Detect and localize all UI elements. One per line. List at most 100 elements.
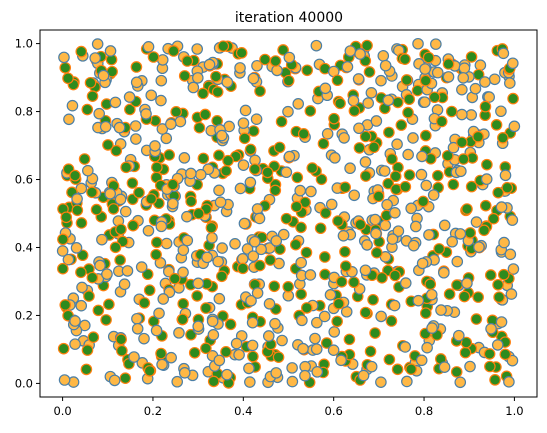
y-tick-label: 0.0 xyxy=(15,376,33,390)
scatter-point xyxy=(506,354,519,367)
scatter-point xyxy=(80,363,93,376)
scatter-point xyxy=(431,66,444,79)
scatter-point xyxy=(191,290,203,302)
scatter-point xyxy=(425,288,438,301)
scatter-point xyxy=(97,69,110,82)
scatter-point xyxy=(58,374,71,386)
scatter-point xyxy=(206,315,219,328)
scatter-point xyxy=(479,100,492,113)
scatter-point xyxy=(185,167,197,180)
scatter-point xyxy=(71,193,83,205)
scatter-point xyxy=(435,115,448,128)
scatter-point xyxy=(173,327,185,339)
scatter-point xyxy=(385,315,398,327)
scatter-point xyxy=(86,186,98,199)
scatter-point xyxy=(270,367,282,379)
scatter-point xyxy=(247,350,259,363)
scatter-point xyxy=(286,375,299,388)
scatter-point xyxy=(211,86,224,98)
scatter-point xyxy=(457,72,470,84)
scatter-point xyxy=(488,73,501,86)
scatter-point xyxy=(334,97,346,110)
scatter-point xyxy=(283,150,296,163)
scatter-point xyxy=(291,171,304,184)
scatter-point xyxy=(192,72,204,84)
scatter-point xyxy=(160,237,173,250)
scatter-point xyxy=(130,133,142,145)
scatter-point xyxy=(153,307,165,320)
scatter-point xyxy=(295,256,307,269)
scatter-point xyxy=(365,360,378,373)
scatter-point xyxy=(246,316,259,329)
scatter-point xyxy=(147,51,160,63)
scatter-point xyxy=(367,293,379,306)
scatter-point xyxy=(474,59,487,71)
scatter-point xyxy=(221,76,234,88)
scatter-point xyxy=(247,250,260,262)
scatter-point xyxy=(456,83,468,96)
scatter-point xyxy=(229,238,241,250)
scatter-point xyxy=(251,287,264,299)
scatter-point xyxy=(115,333,127,346)
scatter-point xyxy=(167,178,179,191)
scatter-point xyxy=(465,51,478,63)
scatter-point xyxy=(386,233,399,245)
scatter-point xyxy=(420,179,433,192)
scatter-point xyxy=(150,324,163,337)
scatter-point xyxy=(129,120,142,132)
x-tick-label: 0.6 xyxy=(325,404,343,418)
scatter-point xyxy=(104,45,117,57)
scatter-point xyxy=(507,57,519,70)
scatter-point xyxy=(224,318,237,331)
scatter-point xyxy=(90,203,103,216)
scatter-point xyxy=(395,119,408,131)
scatter-point xyxy=(388,299,401,312)
scatter-point xyxy=(76,281,88,294)
scatter-point xyxy=(295,221,307,234)
scatter-point xyxy=(243,362,255,375)
axes-layer: 0.0 0.2 0.4 0.6 0.8 1.0 0.0 0.2 0.4 0.6 0.8 1.0 xyxy=(15,29,538,418)
scatter-point xyxy=(324,289,337,301)
scatter-point xyxy=(101,268,113,280)
scatter-point xyxy=(104,188,116,200)
scatter-point xyxy=(174,115,187,128)
scatter-point xyxy=(259,53,271,66)
scatter-point xyxy=(338,132,350,144)
scatter-point xyxy=(63,113,75,126)
scatter-point xyxy=(339,260,352,272)
scatter-point xyxy=(407,239,420,252)
scatter-point xyxy=(238,217,251,230)
scatter-point xyxy=(371,246,383,259)
scatter-point xyxy=(386,153,398,165)
scatter-point xyxy=(361,39,373,52)
scatter-point xyxy=(142,41,155,53)
scatter-point xyxy=(57,262,69,275)
scatter-point xyxy=(304,269,317,281)
scatter-point xyxy=(484,269,497,281)
scatter-point xyxy=(254,85,266,97)
scatter-point xyxy=(417,195,429,208)
x-tick-label: 1.0 xyxy=(505,404,523,418)
scatter-point xyxy=(216,270,228,283)
scatter-point xyxy=(286,362,298,374)
scatter-point xyxy=(375,74,387,87)
scatter-point xyxy=(300,246,313,259)
scatter-point xyxy=(347,94,360,107)
scatter-point xyxy=(489,374,501,386)
scatter-point xyxy=(116,344,128,357)
scatter-point xyxy=(168,272,181,285)
scatter-point xyxy=(360,170,372,182)
scatter-point xyxy=(57,342,70,355)
scatter-point xyxy=(268,280,281,293)
scatter-point xyxy=(273,141,286,154)
scatter-point xyxy=(69,338,81,350)
scatter-point xyxy=(84,76,97,89)
scatter-point xyxy=(344,45,357,57)
scatter-point xyxy=(262,330,275,342)
scatter-point xyxy=(359,264,372,277)
scatter-point xyxy=(389,170,402,183)
scatter-point xyxy=(383,126,395,139)
scatter-point xyxy=(82,164,94,177)
scatter-point xyxy=(337,230,350,242)
